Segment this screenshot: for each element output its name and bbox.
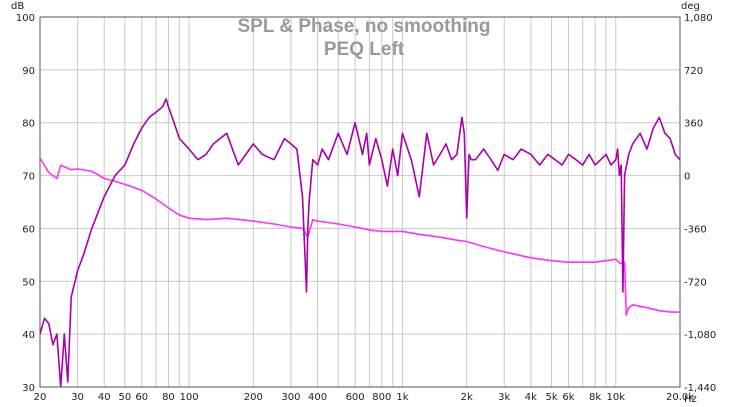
x-tick-label: 100	[180, 392, 199, 403]
x-tick-label: 300	[281, 392, 300, 403]
x-unit-label: Hz	[684, 394, 697, 405]
plot-frame	[39, 16, 681, 388]
x-tick-label: 2k	[461, 392, 473, 403]
y-left-tick-label: 70	[22, 172, 35, 183]
x-tick-label: 60	[135, 392, 148, 403]
x-tick-label: 5k	[545, 392, 557, 403]
y-right-tick-label: 720	[684, 66, 703, 77]
x-tick-label: 3k	[498, 392, 510, 403]
x-tick-label: 4k	[525, 392, 537, 403]
y-left-tick-label: 80	[22, 119, 35, 130]
y-left-tick-label: 90	[22, 66, 35, 77]
y-right-tick-label: 0	[684, 172, 690, 183]
y-left-tick-label: 60	[22, 224, 35, 235]
chart-title: SPL & Phase, no smoothing	[237, 16, 490, 37]
x-tick-label: 1k	[396, 392, 408, 403]
phase-series-line	[40, 157, 680, 316]
x-tick-label: 10k	[607, 392, 626, 403]
x-tick-label: 800	[372, 392, 391, 403]
spl-series-line	[40, 98, 680, 387]
x-tick-label: 600	[346, 392, 365, 403]
series-layer	[40, 98, 680, 387]
y-right-tick-label: -720	[684, 277, 707, 288]
chart-subtitle: PEQ Left	[324, 39, 405, 60]
y-left-tick-label: 100	[16, 13, 35, 24]
x-tick-label: 400	[308, 392, 327, 403]
x-tick-label: 8k	[589, 392, 601, 403]
ticks-layer: 20 30 40 50 60 80 100 200 300 400 600 800 1k 2k 3k 4k 5k…	[16, 13, 716, 403]
y-left-tick-label: 40	[22, 330, 35, 341]
x-tick-label: 20	[34, 392, 47, 403]
x-tick-label: 30	[71, 392, 84, 403]
y-left-tick-label: 50	[22, 277, 35, 288]
y-left-unit-label: dB	[11, 1, 24, 12]
x-tick-label: 80	[162, 392, 175, 403]
y-right-unit-label: deg	[681, 1, 700, 12]
x-tick-label: 6k	[562, 392, 574, 403]
y-right-tick-label: -1,440	[684, 383, 716, 394]
x-tick-label: 40	[98, 392, 111, 403]
y-right-tick-label: -360	[684, 224, 707, 235]
y-right-tick-label: 1,080	[684, 13, 713, 24]
grid	[39, 16, 681, 388]
y-left-tick-label: 30	[22, 383, 35, 394]
x-tick-label: 200	[244, 392, 263, 403]
y-right-tick-label: 360	[684, 119, 703, 130]
y-right-tick-label: -1,080	[684, 330, 716, 341]
x-tick-label: 50	[119, 392, 132, 403]
x-tick-label: 20.0k	[666, 392, 694, 403]
